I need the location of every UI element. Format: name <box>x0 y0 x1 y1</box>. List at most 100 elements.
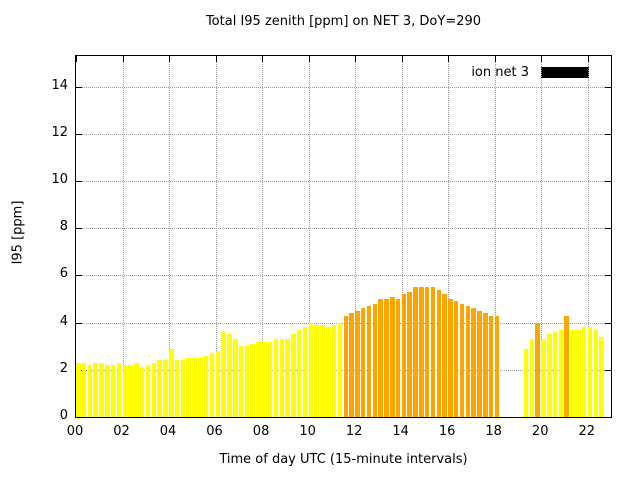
bar <box>262 341 267 417</box>
bar <box>523 348 529 417</box>
bar <box>483 313 488 417</box>
bar <box>343 315 348 417</box>
bar <box>244 346 250 417</box>
bar <box>93 362 98 417</box>
bar <box>99 362 104 417</box>
chart-title: Total I95 zenith [ppm] on NET 3, DoY=290 <box>205 14 482 29</box>
y-tick-label: 0 <box>59 408 68 423</box>
bar <box>134 362 139 417</box>
bar <box>326 327 331 417</box>
bar <box>128 365 133 417</box>
bar <box>581 327 587 417</box>
y-tick <box>76 181 82 183</box>
x-tick <box>169 56 171 62</box>
x-gridline <box>215 56 217 417</box>
x-tick-label: 04 <box>159 424 177 439</box>
x-tick-label: 10 <box>299 424 316 439</box>
y-tick <box>605 369 611 371</box>
bar <box>599 336 604 417</box>
x-gridline <box>494 56 496 417</box>
y-tick-label: 2 <box>59 360 68 376</box>
y-tick-label: 8 <box>59 219 68 235</box>
x-tick <box>401 56 403 62</box>
bar <box>413 287 418 417</box>
y-gridline <box>76 133 611 135</box>
y-tick <box>605 228 611 230</box>
bar <box>459 303 465 417</box>
bar <box>372 303 378 417</box>
bar <box>564 315 569 417</box>
bar <box>576 329 581 417</box>
bar <box>291 334 296 417</box>
bar <box>436 289 442 417</box>
bar <box>424 287 430 417</box>
bar <box>139 367 145 417</box>
x-gridline <box>355 56 357 417</box>
y-gridline <box>76 86 611 88</box>
x-gridline <box>541 56 543 417</box>
bar <box>250 343 255 417</box>
y-tick-label: 10 <box>51 172 68 188</box>
bar <box>233 339 238 417</box>
x-tick <box>587 56 589 62</box>
y-tick <box>76 417 82 418</box>
bar <box>587 327 593 417</box>
bar <box>442 294 447 417</box>
bar <box>76 362 81 417</box>
bar <box>209 353 215 417</box>
bar <box>378 299 383 417</box>
bar <box>169 348 174 417</box>
bar <box>308 322 314 417</box>
x-tick-label: 02 <box>113 424 130 439</box>
y-tick <box>605 181 611 183</box>
bar <box>430 287 436 417</box>
bar <box>145 365 151 417</box>
bar <box>151 362 157 417</box>
bar <box>157 360 162 417</box>
bar <box>535 322 540 417</box>
bar <box>273 339 279 417</box>
bar <box>285 339 290 417</box>
y-gridline <box>76 275 611 277</box>
y-tick <box>605 322 611 324</box>
y-tick-label: 6 <box>59 266 68 282</box>
bar <box>331 324 337 417</box>
bar <box>558 329 564 417</box>
x-gridline <box>587 56 589 417</box>
bar <box>541 339 546 417</box>
x-gridline <box>448 56 450 417</box>
y-tick <box>76 322 82 324</box>
y-axis-label: I95 [ppm] <box>10 200 26 265</box>
x-tick <box>448 56 450 62</box>
x-tick-label: 14 <box>392 424 409 439</box>
bar <box>471 308 476 417</box>
x-tick-label: 08 <box>252 424 270 439</box>
x-tick-label: 12 <box>345 424 363 439</box>
bar <box>395 299 401 417</box>
bar <box>366 306 372 417</box>
y-gridline <box>76 181 611 183</box>
bar <box>453 301 459 417</box>
x-tick <box>541 56 543 62</box>
y-tick <box>76 275 82 277</box>
bar <box>238 346 244 417</box>
bar <box>419 287 424 417</box>
x-tick <box>308 56 310 62</box>
bar <box>355 310 360 417</box>
bar <box>407 291 412 417</box>
bar <box>552 332 558 417</box>
y-tick <box>76 133 82 135</box>
x-tick-label: 18 <box>485 424 502 439</box>
x-gridline <box>308 56 310 417</box>
bar <box>360 308 366 417</box>
y-tick <box>605 133 611 135</box>
bar <box>494 315 500 417</box>
x-tick-label: 22 <box>578 424 595 439</box>
bar <box>296 329 302 417</box>
bar <box>198 358 203 417</box>
x-gridline <box>401 56 403 417</box>
x-tick <box>122 56 124 62</box>
x-tick <box>215 56 217 62</box>
bar <box>448 299 453 417</box>
